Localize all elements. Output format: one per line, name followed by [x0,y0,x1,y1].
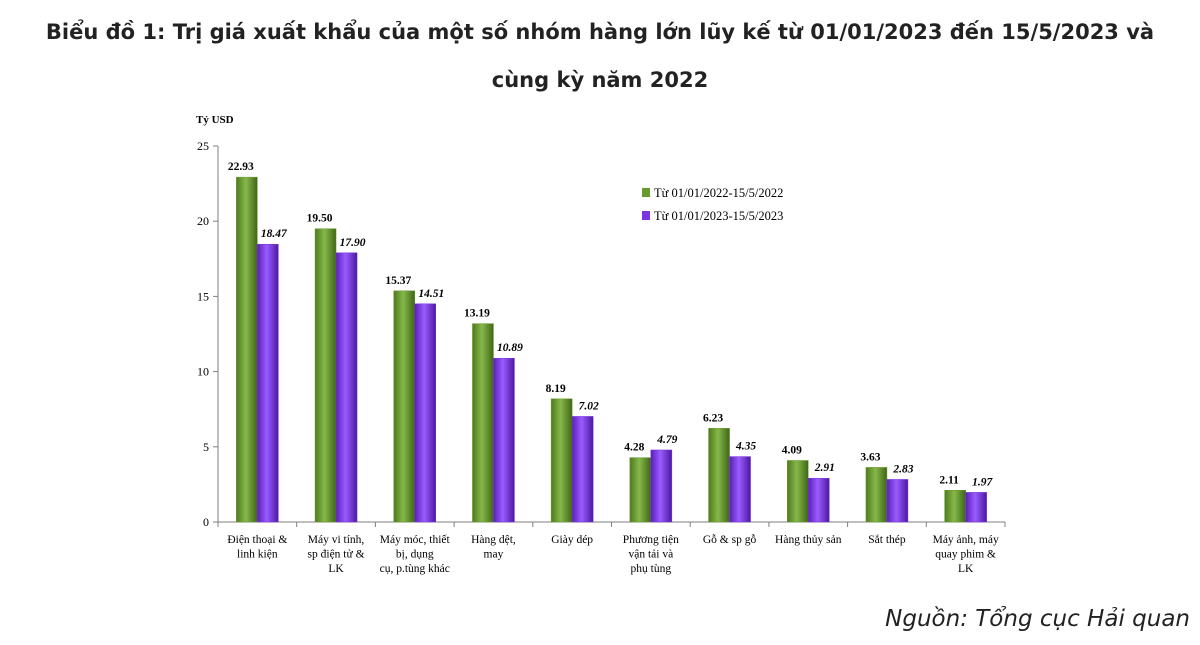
bar-2023 [414,303,436,523]
x-category-label: Điện thoại & linh kiện [227,534,287,561]
bar-2022 [314,228,337,523]
bar-2023 [650,449,673,523]
bar-2022 [550,398,573,523]
data-label-2023: 7.02 [579,400,599,412]
x-category-label: Hàng thủy sản [775,534,842,546]
data-label-2022: 19.50 [307,213,333,225]
bar-2023 [257,243,279,523]
x-category-label: Gỗ & sp gỗ [703,533,757,546]
x-category-label: Hàng dệt, may [471,534,516,561]
bar-2022 [787,460,809,523]
y-tick-label: 20 [197,214,209,228]
y-tick-label: 5 [203,440,209,454]
source-note: Nguồn: Tổng cục Hải quan [885,606,1190,632]
x-category-label: Sắt thép [868,533,906,546]
x-category-label: Máy móc, thiết bị, dụng cụ, p.tùng khác [380,533,451,575]
data-label-2023: 18.47 [261,228,288,240]
x-category-label: Phương tiện vận tải và phụ tùng [623,534,679,575]
bar-2023 [808,477,830,523]
data-label-2022: 4.28 [624,442,644,454]
data-label-2023: 2.83 [892,463,913,475]
chart-title: Biểu đồ 1: Trị giá xuất khẩu của một số … [0,8,1200,104]
x-category-label: Máy vi tính, sp điện tử & LK [308,534,365,575]
legend-swatch-2022 [642,188,650,197]
data-label-2022: 3.63 [860,451,880,463]
data-label-2022: 4.09 [782,444,802,456]
bar-chart: Tỷ USD 0 5 10 15 20 25 22.93 19.50 15.37 13.19 8.1… [196,114,1006,575]
bar-2022 [629,457,652,523]
bar-2023 [335,252,358,523]
data-label-2023: 10.89 [497,342,523,354]
bar-2023 [493,357,515,523]
data-label-2022: 13.19 [464,308,490,320]
data-label-2023: 14.51 [418,288,444,300]
chart-title-line-2: cùng kỳ năm 2022 [491,68,709,92]
data-label-2023: 2.91 [814,462,835,474]
y-tick-label: 15 [197,289,209,303]
legend-swatch-2023 [642,211,650,220]
bar-2023 [571,416,594,523]
bar-2022 [865,467,888,523]
bar-2023 [965,492,987,523]
x-category-label: Máy ảnh, máy quay phim & LK [933,534,999,575]
x-category-label: Giày dép [551,534,593,546]
bar-2022 [472,323,494,523]
y-tick-label: 25 [197,139,209,153]
data-label-2023: 4.35 [735,441,756,453]
bar-2022 [708,428,730,523]
y-tick-label: 10 [197,365,209,379]
bar-2022 [236,176,258,523]
bar-2022 [393,290,415,523]
chart-title-line-1: Biểu đồ 1: Trị giá xuất khẩu của một số … [45,20,1155,44]
y-axis-label: Tỷ USD [196,114,234,126]
data-label-2022: 22.93 [228,161,254,173]
y-tick-label: 0 [203,515,209,529]
legend-label-2023: Từ 01/01/2023-15/5/2023 [654,209,783,223]
bar-2022 [944,490,966,523]
data-label-2022: 15.37 [385,275,411,287]
data-label-2022: 6.23 [703,412,723,424]
data-label-2023: 1.97 [972,476,993,488]
legend-label-2022: Từ 01/01/2022-15/5/2022 [654,186,783,200]
data-label-2023: 4.79 [656,434,677,446]
data-label-2022: 8.19 [546,383,566,395]
bar-2023 [886,479,909,523]
data-label-2023: 17.90 [340,237,366,249]
bar-2023 [729,456,751,523]
data-label-2022: 2.11 [939,474,959,486]
